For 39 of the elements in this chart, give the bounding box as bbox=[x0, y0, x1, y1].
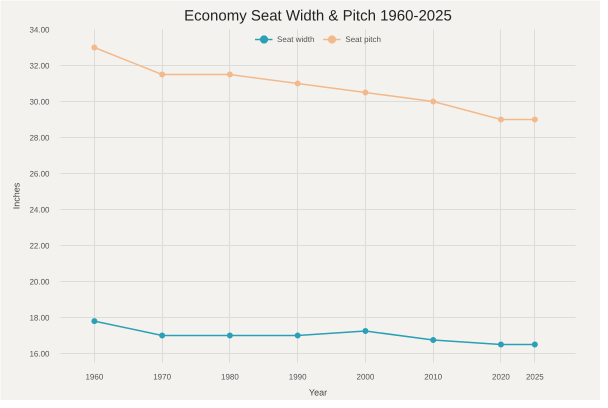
point bbox=[532, 342, 538, 348]
point bbox=[294, 332, 301, 338]
y-tick-label: 24.00 bbox=[29, 206, 50, 214]
y-tick-label: 32.00 bbox=[29, 62, 50, 70]
point bbox=[362, 90, 368, 96]
point bbox=[226, 332, 233, 338]
y-tick-label: 26.00 bbox=[29, 170, 50, 178]
legend-label: Seat pitch bbox=[345, 34, 381, 44]
y-tick-label: 28.00 bbox=[29, 134, 50, 142]
y-axis-title: Inches bbox=[11, 182, 22, 210]
y-tick-label: 16.00 bbox=[29, 350, 50, 358]
y-tick-label: 30.00 bbox=[29, 98, 50, 106]
x-tick-label: 1980 bbox=[221, 372, 240, 382]
point bbox=[430, 98, 436, 104]
point bbox=[362, 328, 368, 334]
x-tick-label: 2025 bbox=[526, 372, 544, 382]
x-tick-label: 1990 bbox=[288, 372, 308, 382]
x-tick-label: 1960 bbox=[85, 372, 104, 382]
point bbox=[91, 44, 98, 50]
legend-label: Seat width bbox=[277, 34, 314, 44]
point bbox=[532, 116, 538, 122]
y-tick-label: 20.00 bbox=[29, 278, 50, 286]
chart-title: Economy Seat Width & Pitch 1960-2025 bbox=[184, 8, 452, 24]
point bbox=[498, 342, 504, 348]
y-tick-label: 22.00 bbox=[29, 242, 50, 250]
point bbox=[294, 80, 301, 86]
x-tick-label: 2020 bbox=[492, 372, 510, 382]
y-tick-label: 18.00 bbox=[29, 314, 50, 322]
point bbox=[498, 116, 504, 122]
point bbox=[226, 72, 233, 78]
x-tick-label: 2000 bbox=[356, 372, 375, 382]
point bbox=[159, 72, 166, 78]
y-tick-label: 34.00 bbox=[29, 26, 50, 34]
x-tick-label: 1970 bbox=[153, 372, 172, 382]
x-tick-label: 2010 bbox=[424, 372, 443, 382]
point bbox=[430, 337, 436, 343]
point bbox=[159, 332, 166, 338]
x-axis-title: Year bbox=[308, 388, 328, 398]
point bbox=[91, 318, 98, 324]
